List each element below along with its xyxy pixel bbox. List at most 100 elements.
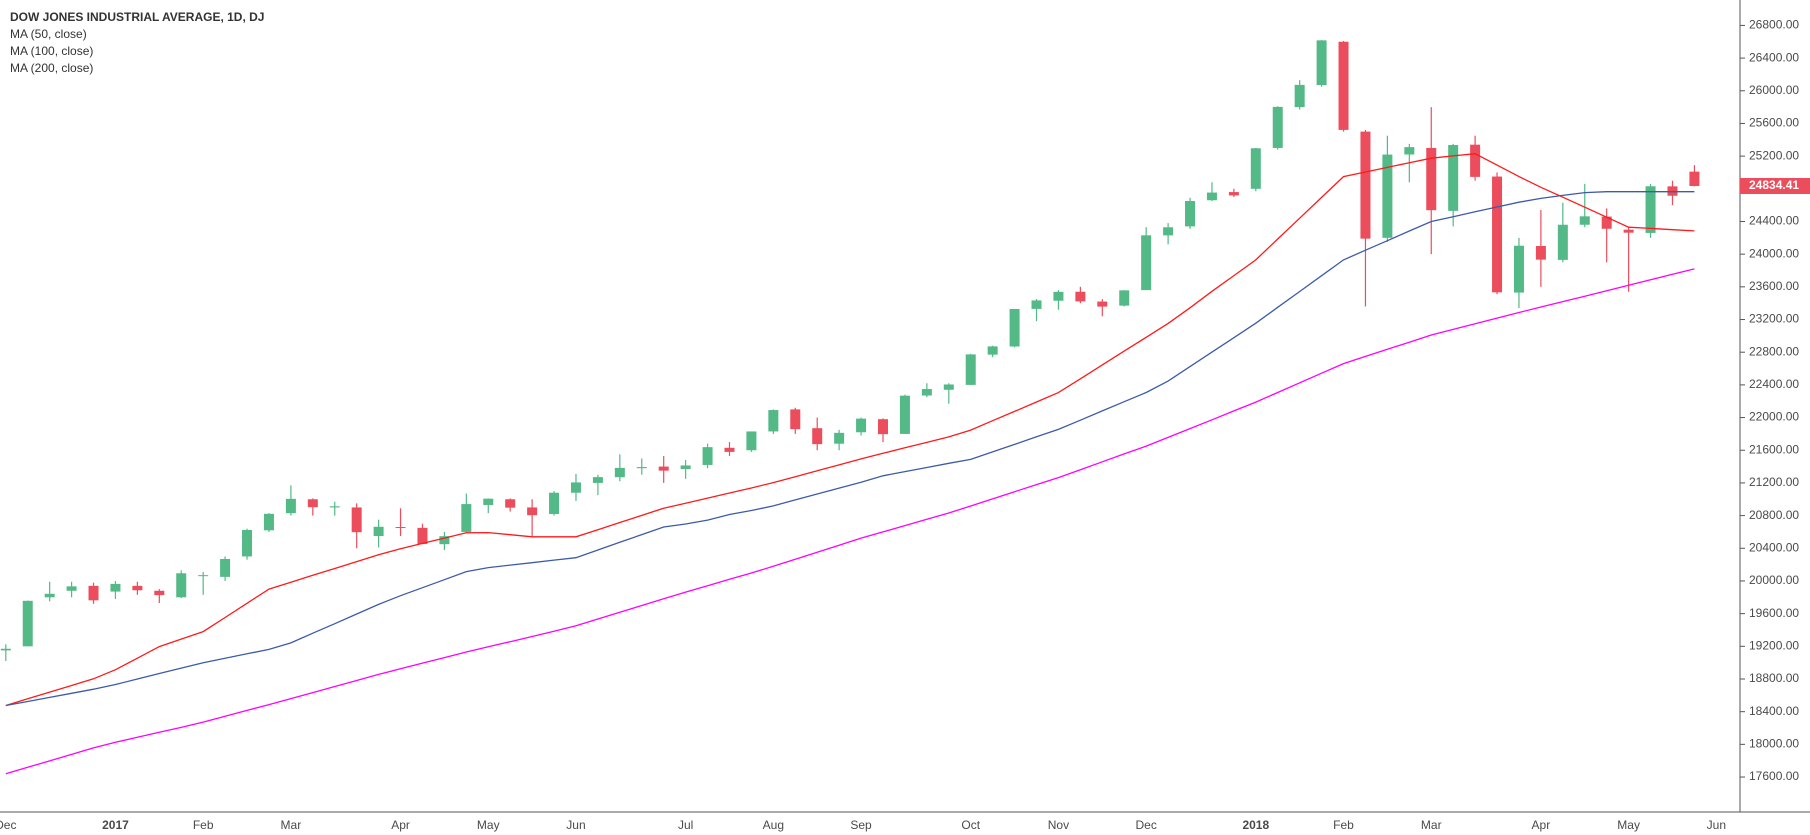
candle-body xyxy=(1228,192,1239,196)
candle-body xyxy=(570,482,581,493)
candle-body xyxy=(461,504,472,532)
candle-body xyxy=(285,498,296,514)
candle-body xyxy=(307,499,318,508)
candle-body xyxy=(1645,186,1656,233)
last-price-tag xyxy=(1740,177,1810,194)
x-tick-label: Oct xyxy=(961,818,980,832)
candle-body xyxy=(1294,84,1305,108)
candle-body xyxy=(1579,216,1590,225)
legend-entry: MA (100, close) xyxy=(10,44,93,58)
candle-body xyxy=(1513,245,1524,293)
x-tick-label: 2017 xyxy=(102,818,129,832)
candle-body xyxy=(351,507,362,533)
candle-body xyxy=(66,586,77,591)
y-tick-label: 21200.00 xyxy=(1749,475,1799,489)
candle-body xyxy=(1382,154,1393,238)
candle-body xyxy=(1448,145,1459,211)
candle-body xyxy=(592,477,603,483)
y-tick-label: 22400.00 xyxy=(1749,377,1799,391)
candle-body xyxy=(483,498,494,505)
y-tick-label: 20000.00 xyxy=(1749,573,1799,587)
candle-body xyxy=(198,575,209,577)
y-tick-label: 24000.00 xyxy=(1749,246,1799,260)
x-tick-label: Apr xyxy=(1532,818,1551,832)
y-tick-label: 25200.00 xyxy=(1749,148,1799,162)
x-tick-label: Dec xyxy=(0,818,16,832)
candle-body xyxy=(220,558,231,577)
ma-line xyxy=(5,153,1695,707)
candle-body xyxy=(549,492,560,514)
candle-body xyxy=(1623,229,1634,233)
candle-body xyxy=(329,506,340,508)
x-tick-label: Feb xyxy=(193,818,214,832)
candle-body xyxy=(768,410,779,432)
candle-body xyxy=(1075,291,1086,302)
x-tick-label: Dec xyxy=(1135,818,1156,832)
y-tick-label: 25600.00 xyxy=(1749,116,1799,130)
candle-body xyxy=(790,409,801,430)
candle-body xyxy=(724,447,735,452)
x-tick-label: Jul xyxy=(678,818,693,832)
x-tick-label: Jun xyxy=(566,818,585,832)
candle-body xyxy=(1470,144,1481,177)
x-tick-label: Nov xyxy=(1048,818,1069,832)
candle-body xyxy=(1185,200,1196,227)
candle-body xyxy=(373,526,384,537)
legend-entry: MA (200, close) xyxy=(10,61,93,75)
candle-body xyxy=(1535,245,1546,260)
candle-body xyxy=(395,527,406,529)
y-tick-label: 20400.00 xyxy=(1749,540,1799,554)
candle-body xyxy=(1557,224,1568,260)
ma-line xyxy=(5,191,1695,707)
candle-body xyxy=(242,529,253,557)
candle-body xyxy=(965,354,976,385)
candle-body xyxy=(1250,148,1261,189)
candle-body xyxy=(0,648,11,651)
x-tick-label: Feb xyxy=(1333,818,1354,832)
candle-body xyxy=(746,431,757,451)
y-tick-label: 19200.00 xyxy=(1749,638,1799,652)
legend-entry: MA (50, close) xyxy=(10,27,87,41)
last-price-label: 24834.41 xyxy=(1749,178,1799,192)
candle-body xyxy=(1601,216,1612,229)
candle-body xyxy=(812,428,823,445)
y-tick-label: 19600.00 xyxy=(1749,606,1799,620)
x-tick-label: Jun xyxy=(1707,818,1726,832)
candle-body xyxy=(1338,41,1349,130)
candle-body xyxy=(1492,176,1503,293)
candle-body xyxy=(943,384,954,390)
candle-body xyxy=(921,389,932,396)
y-tick-label: 21600.00 xyxy=(1749,442,1799,456)
candle-body xyxy=(88,585,99,601)
y-tick-label: 23200.00 xyxy=(1749,312,1799,326)
candle-body xyxy=(1053,291,1064,301)
candle-body xyxy=(1689,171,1700,186)
candle-body xyxy=(1031,300,1042,309)
x-tick-label: May xyxy=(477,818,500,832)
candle-body xyxy=(1119,290,1130,306)
candle-body xyxy=(1141,235,1152,291)
candle-body xyxy=(878,419,888,435)
candle-body xyxy=(680,465,691,470)
candle-body xyxy=(1097,301,1108,307)
ma-line xyxy=(5,268,1695,775)
y-tick-label: 18000.00 xyxy=(1749,737,1799,751)
x-tick-label: Aug xyxy=(763,818,784,832)
x-tick-label: May xyxy=(1617,818,1640,832)
candle-body xyxy=(1206,192,1217,201)
y-tick-label: 26800.00 xyxy=(1749,18,1799,32)
candle-body xyxy=(658,466,669,471)
candle-body xyxy=(899,395,910,434)
candle-body xyxy=(702,447,713,465)
x-tick-label: Mar xyxy=(281,818,302,832)
candle-body xyxy=(417,527,428,544)
candle-body xyxy=(614,467,625,478)
candle-body xyxy=(505,499,516,508)
candle-body xyxy=(1404,147,1415,155)
candle-body xyxy=(1426,147,1437,211)
candle-body xyxy=(44,593,55,598)
candle-body xyxy=(110,583,121,592)
candle-body xyxy=(1360,131,1371,239)
y-tick-label: 24400.00 xyxy=(1749,214,1799,228)
